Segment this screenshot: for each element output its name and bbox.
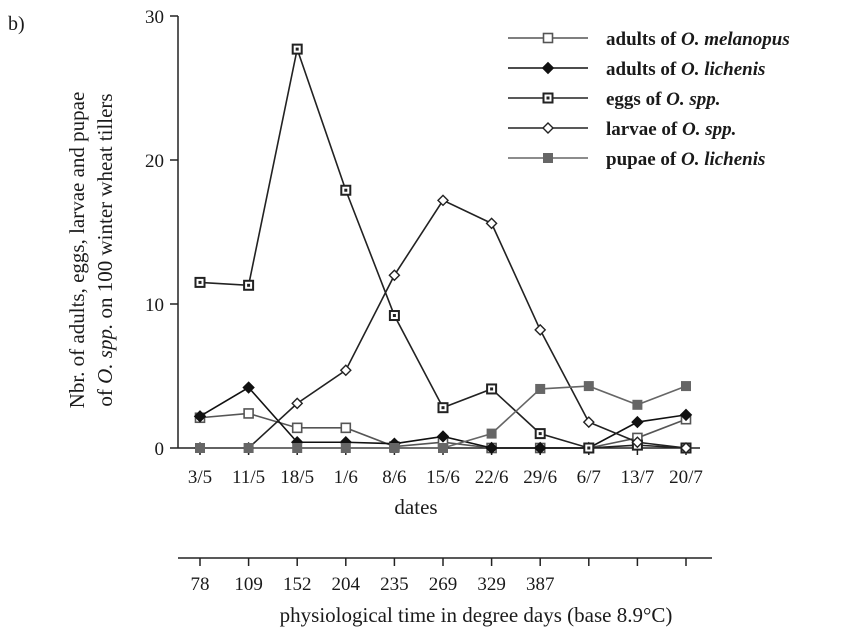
y-axis: 0 10 20 30: [145, 7, 179, 460]
y-tick-label: 30: [145, 7, 164, 28]
data-point: [243, 408, 254, 419]
secondary-axis-title: physiological time in degree days (base …: [280, 603, 673, 627]
legend-item: larvae of O. spp.: [508, 119, 736, 140]
legend-item: adults of O. melanopus: [508, 29, 790, 50]
x-tick-label: 3/5: [188, 467, 212, 488]
x-tick-label: 6/7: [577, 467, 601, 488]
secondary-tick-label: 235: [380, 574, 409, 595]
data-point: [534, 323, 547, 336]
series-4: [194, 194, 692, 454]
secondary-tick-label: 387: [526, 574, 555, 595]
x-tick-label: 11/5: [232, 467, 265, 488]
data-point: [437, 194, 449, 207]
data-point: [681, 381, 691, 392]
data-point: [438, 443, 448, 453]
legend-marker: [542, 122, 554, 134]
legend-label: adults of O. lichenis: [606, 59, 765, 80]
legend-marker: [542, 32, 554, 44]
x-axis-title: dates: [394, 495, 437, 519]
x-tick-label: 13/7: [621, 467, 655, 488]
data-point: [291, 422, 303, 434]
data-point: [243, 443, 254, 453]
y-tick-label: 10: [145, 295, 164, 316]
data-point: [631, 415, 644, 429]
data-point: [388, 269, 401, 282]
data-point: [194, 276, 206, 288]
x-tick-label: 18/5: [280, 467, 314, 488]
data-point: [631, 436, 644, 449]
legend-marker: [542, 92, 554, 104]
data-point: [533, 441, 547, 455]
legend: adults of O. melanopus adults of O. liche…: [508, 29, 790, 170]
secondary-tick-label: 152: [283, 574, 312, 595]
secondary-tick-label: 109: [234, 574, 263, 595]
data-point: [340, 422, 352, 434]
data-point: [339, 364, 352, 377]
data-point: [242, 381, 255, 394]
data-point: [632, 399, 643, 410]
secondary-tick-label: 204: [332, 574, 361, 595]
data-point: [535, 383, 546, 394]
legend-marker: [543, 153, 553, 163]
x-tick-label: 22/6: [475, 467, 509, 488]
data-point: [436, 430, 450, 443]
legend-item: adults of O. lichenis: [508, 59, 765, 80]
x-tick-label: 15/6: [426, 467, 460, 488]
data-point: [193, 410, 207, 423]
data-point: [195, 443, 205, 453]
legend-label: eggs of O. spp.: [606, 89, 721, 110]
x-tick-label: 20/7: [669, 467, 703, 488]
legend-item: eggs of O. spp.: [508, 89, 721, 110]
data-point: [340, 184, 352, 196]
data-point: [292, 443, 303, 453]
series-layer: [193, 43, 693, 455]
x-tick-label: 29/6: [523, 467, 557, 488]
y-axis-title-line1: Nbr. of adults, eggs, larvae and pupae: [65, 92, 89, 409]
data-point: [291, 43, 303, 55]
panel-label: b): [8, 13, 25, 35]
data-point: [534, 428, 546, 440]
data-point: [243, 279, 255, 291]
secondary-tick-label: 329: [477, 574, 506, 595]
series-5: [195, 381, 691, 453]
data-point: [680, 442, 692, 454]
data-point: [388, 310, 400, 322]
secondary-axis: physiological time in degree days (base …: [178, 557, 712, 627]
data-point: [583, 442, 595, 454]
data-point: [582, 416, 595, 429]
data-point: [679, 408, 693, 422]
y-axis-title-line2: of O. spp. on 100 winter wheat tillers: [93, 93, 117, 406]
legend-item: pupae of O. lichenis: [508, 149, 765, 170]
y-axis-title: Nbr. of adults, eggs, larvae and pupae o…: [65, 92, 117, 409]
data-point: [389, 443, 400, 453]
data-point: [486, 428, 497, 439]
legend-marker: [541, 61, 555, 75]
data-point: [340, 443, 351, 453]
x-tick-label: 8/6: [382, 467, 406, 488]
data-point: [291, 397, 304, 410]
x-tick-label: 1/6: [334, 467, 358, 488]
legend-label: larvae of O. spp.: [606, 119, 736, 140]
data-point: [437, 402, 449, 414]
data-point: [485, 441, 498, 455]
data-point: [486, 383, 498, 395]
data-point: [583, 381, 594, 392]
y-tick-label: 20: [145, 151, 164, 172]
secondary-tick-label: 78: [191, 574, 210, 595]
y-tick-label: 0: [155, 439, 165, 460]
x-axis: 3/5 11/5 18/5 1/6 8/6 15/6 22/6 29/6 6/7 13/7 20/7: [178, 447, 703, 488]
data-point: [485, 217, 498, 230]
legend-label: pupae of O. lichenis: [606, 149, 765, 170]
legend-label: adults of O. melanopus: [606, 29, 790, 50]
secondary-tick-label: 269: [429, 574, 458, 595]
